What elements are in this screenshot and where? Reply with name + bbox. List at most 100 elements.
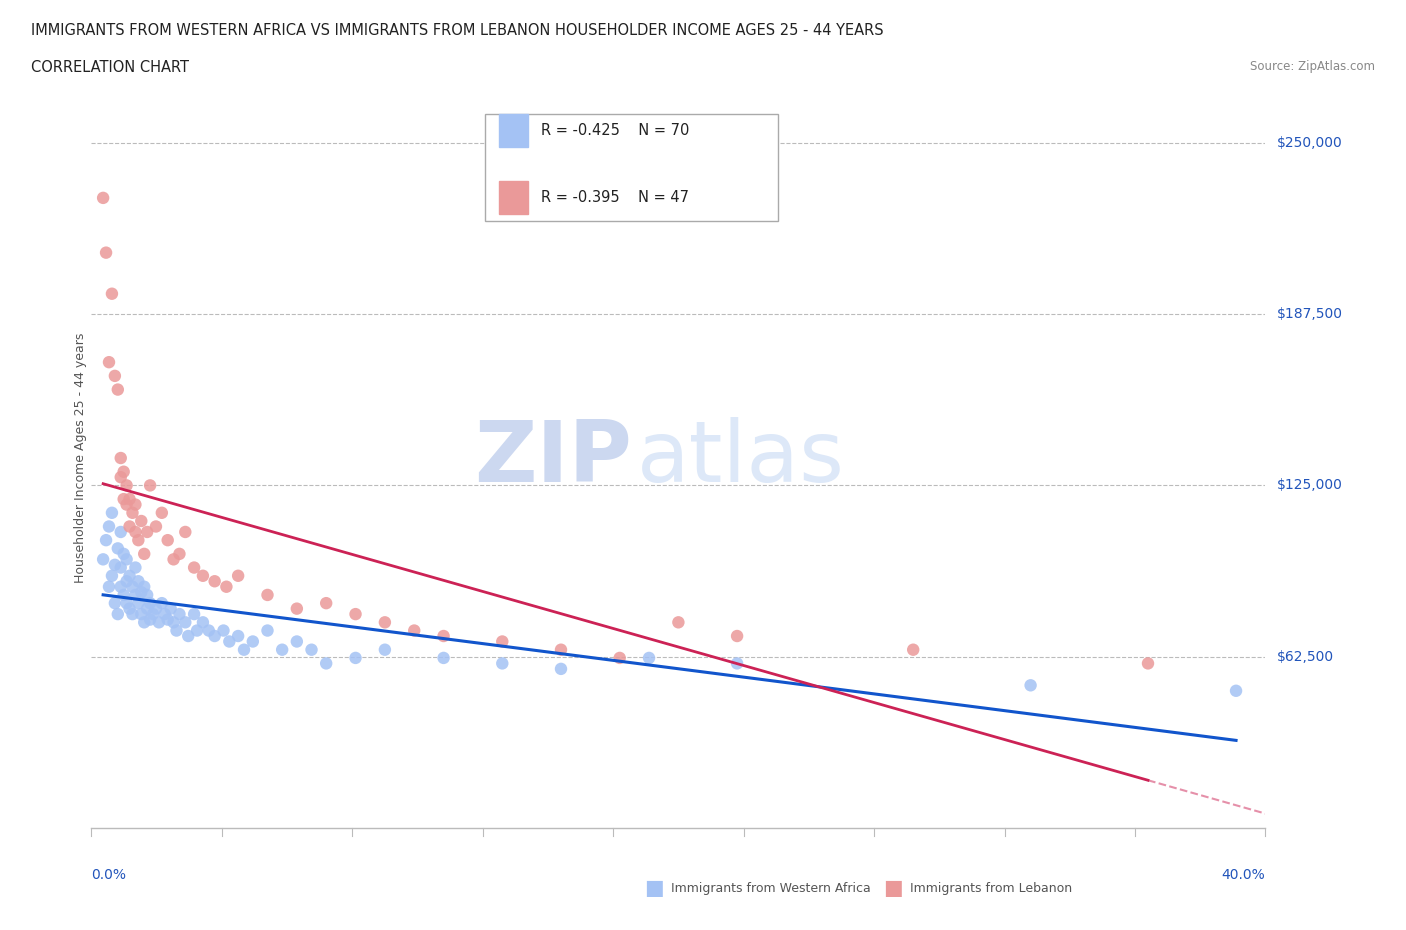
Y-axis label: Householder Income Ages 25 - 44 years: Householder Income Ages 25 - 44 years (73, 333, 87, 583)
Bar (499, 114, 529, 148)
Point (169, 606, 191, 621)
Point (115, 478, 138, 493)
Text: $62,500: $62,500 (1277, 649, 1334, 663)
Point (153, 606, 176, 621)
Point (124, 498, 146, 512)
Point (404, 623, 426, 638)
Point (186, 623, 208, 638)
Point (107, 541, 129, 556)
Point (204, 629, 226, 644)
Point (150, 505, 173, 520)
Point (115, 551, 138, 566)
Point (215, 579, 238, 594)
Point (183, 606, 205, 621)
Point (156, 533, 179, 548)
Point (638, 650, 661, 665)
Point (124, 588, 146, 603)
Point (121, 579, 143, 594)
Point (139, 478, 162, 493)
Point (110, 451, 132, 466)
Point (344, 650, 367, 665)
Point (136, 601, 159, 616)
Point (134, 547, 156, 562)
Text: 0.0%: 0.0% (91, 869, 127, 883)
Point (315, 596, 337, 611)
Point (118, 492, 141, 507)
Point (101, 286, 124, 301)
Point (191, 568, 214, 583)
Point (491, 634, 513, 649)
Point (191, 615, 214, 630)
Point (226, 568, 249, 583)
Point (145, 519, 167, 534)
Point (112, 492, 135, 507)
Point (256, 588, 278, 603)
Point (91, 191, 114, 206)
Point (110, 579, 132, 594)
Text: R = -0.425    N = 70: R = -0.425 N = 70 (541, 124, 689, 139)
Point (121, 606, 143, 621)
Point (94, 246, 117, 260)
Text: Source: ZipAtlas.com: Source: ZipAtlas.com (1250, 60, 1375, 73)
Point (112, 464, 135, 479)
Point (118, 601, 141, 616)
Point (112, 547, 135, 562)
Point (115, 498, 138, 512)
Point (550, 661, 572, 676)
Point (609, 650, 631, 665)
Point (218, 634, 240, 649)
Point (94, 533, 117, 548)
Point (142, 606, 165, 621)
Point (285, 634, 308, 649)
Point (271, 643, 294, 658)
Point (110, 525, 132, 539)
Point (124, 525, 146, 539)
Point (285, 601, 308, 616)
Text: $125,000: $125,000 (1277, 478, 1343, 492)
Point (174, 615, 197, 630)
Point (101, 568, 124, 583)
Text: 40.0%: 40.0% (1222, 869, 1265, 883)
Point (169, 547, 191, 562)
Point (118, 568, 141, 583)
Point (432, 629, 454, 644)
Point (139, 612, 162, 627)
Point (104, 368, 127, 383)
Text: ZIP: ZIP (474, 417, 631, 499)
Bar (499, 180, 529, 214)
Text: atlas: atlas (637, 417, 845, 499)
Point (233, 643, 256, 658)
Point (136, 588, 159, 603)
Point (197, 623, 219, 638)
Point (101, 505, 124, 520)
Point (725, 656, 748, 671)
Point (98, 579, 121, 594)
Point (666, 615, 689, 630)
Point (1136, 656, 1159, 671)
Text: IMMIGRANTS FROM WESTERN AFRICA VS IMMIGRANTS FROM LEBANON HOUSEHOLDER INCOME AGE: IMMIGRANTS FROM WESTERN AFRICA VS IMMIGR… (31, 23, 883, 38)
Point (134, 579, 156, 594)
Point (129, 513, 152, 528)
Point (242, 634, 264, 649)
Text: ■: ■ (883, 878, 903, 898)
Point (129, 606, 152, 621)
Point (162, 615, 184, 630)
Point (159, 601, 181, 616)
Text: R = -0.395    N = 47: R = -0.395 N = 47 (541, 190, 689, 205)
Point (156, 612, 179, 627)
Point (174, 525, 197, 539)
Point (903, 643, 925, 658)
Point (204, 574, 226, 589)
Point (550, 643, 572, 658)
Point (136, 525, 159, 539)
Point (162, 551, 184, 566)
Text: Immigrants from Western Africa: Immigrants from Western Africa (671, 882, 872, 895)
Point (98, 354, 121, 369)
Point (115, 574, 138, 589)
Point (124, 560, 146, 575)
Point (301, 643, 323, 658)
Point (315, 656, 337, 671)
Point (150, 596, 173, 611)
Point (127, 533, 149, 548)
Point (226, 629, 249, 644)
